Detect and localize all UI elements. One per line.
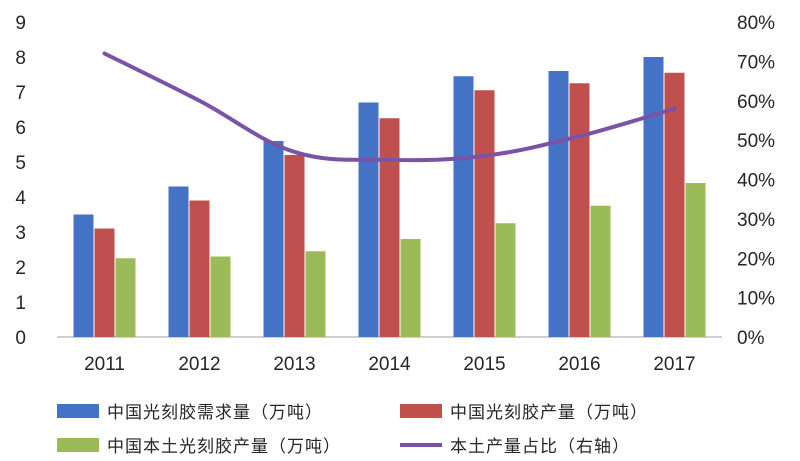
bar-production [474, 90, 495, 337]
bar-production [569, 83, 590, 337]
legend-label-local-production: 中国本土光刻胶产量（万吨） [107, 437, 341, 457]
bar-demand [168, 186, 189, 337]
y-tick-label: 8 [15, 48, 26, 69]
legend-item-local-share: 本土产量占比（右轴） [400, 432, 630, 457]
legend-item-local-production: 中国本土光刻胶产量（万吨） [57, 432, 341, 457]
x-tick-label: 2015 [463, 354, 505, 375]
bar-production [284, 155, 305, 337]
x-axis-ticks: 2011 2012 2013 2014 2015 2016 2017 [84, 354, 696, 375]
legend: 中国光刻胶需求量（万吨） 中国光刻胶产量（万吨） 中国本土光刻胶产量（万吨） 本… [0, 385, 800, 461]
y2-tick-label: 10% [737, 289, 775, 310]
x-tick-label: 2016 [558, 354, 600, 375]
bar-local-production [400, 239, 421, 337]
bar-demand [263, 141, 284, 337]
bar-production [94, 228, 115, 337]
bar-demand [548, 71, 569, 337]
x-tick-label: 2012 [178, 354, 220, 375]
line-local-share [102, 51, 677, 163]
y-tick-label: 3 [15, 223, 26, 244]
legend-item-production: 中国光刻胶产量（万吨） [400, 398, 648, 423]
y-axis-ticks: 0 1 2 3 4 5 6 7 8 9 [15, 13, 26, 349]
y-tick-label: 4 [15, 188, 26, 209]
x-tick-label: 2017 [653, 354, 695, 375]
legend-label-production: 中国光刻胶产量（万吨） [450, 403, 648, 423]
bar-production [664, 72, 685, 337]
bar-demand [73, 214, 94, 337]
y-tick-label: 0 [15, 328, 26, 349]
y-tick-label: 5 [15, 153, 26, 174]
y-tick-label: 1 [15, 293, 26, 314]
legend-swatch-production [400, 403, 442, 418]
y2-tick-label: 20% [737, 249, 775, 270]
y2-tick-label: 0% [737, 328, 765, 349]
x-tick-label: 2011 [84, 354, 125, 375]
legend-swatch-local-share [400, 442, 442, 447]
bar-production [379, 118, 400, 337]
bar-local-production [210, 256, 231, 337]
legend-label-local-share: 本土产量占比（右轴） [450, 437, 630, 457]
y2-tick-label: 50% [737, 131, 775, 152]
bars [73, 57, 706, 337]
bar-local-production [115, 258, 136, 337]
bar-local-production [305, 251, 326, 337]
bar-production [189, 200, 210, 337]
y2-tick-label: 80% [737, 13, 775, 34]
y2-tick-label: 70% [737, 52, 775, 73]
bar-local-production [590, 205, 611, 337]
bar-demand [643, 57, 664, 337]
y2-tick-label: 30% [737, 210, 775, 231]
y2-tick-label: 40% [737, 171, 775, 192]
y-tick-label: 9 [15, 13, 26, 34]
legend-swatch-local-production [57, 437, 99, 452]
legend-item-demand: 中国光刻胶需求量（万吨） [57, 398, 323, 423]
line-series [102, 51, 677, 163]
x-tick-label: 2013 [273, 354, 315, 375]
legend-swatch-demand [57, 403, 99, 418]
y-tick-label: 7 [15, 83, 26, 104]
y-tick-label: 2 [15, 258, 26, 279]
x-tick-label: 2014 [368, 354, 411, 375]
y-tick-label: 6 [15, 118, 26, 139]
bar-local-production [685, 183, 706, 337]
bar-local-production [495, 223, 516, 337]
y2-axis-ticks: 0% 10% 20% 30% 40% 50% 60% 70% 80% [737, 13, 775, 349]
bar-demand [453, 76, 474, 337]
legend-label-demand: 中国光刻胶需求量（万吨） [107, 403, 323, 423]
bar-demand [358, 102, 379, 337]
y2-tick-label: 60% [737, 92, 775, 113]
